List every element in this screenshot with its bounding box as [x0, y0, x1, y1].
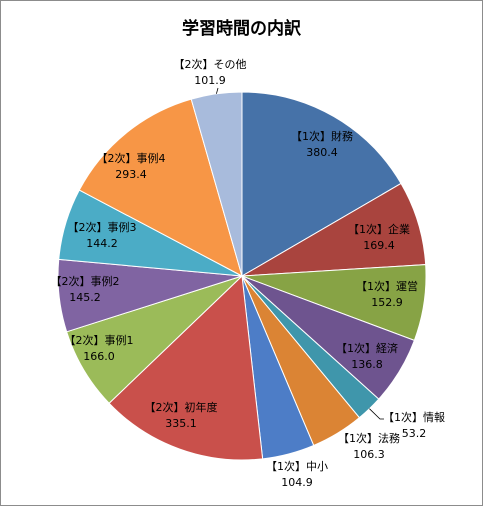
leader-line — [216, 87, 219, 94]
slice-category-label: 【1次】企業 — [348, 222, 410, 236]
slice-value-label: 293.4 — [115, 168, 147, 181]
slice-value-label: 136.8 — [351, 358, 383, 371]
leader-line — [369, 408, 384, 420]
chart-title: 学習時間の内訳 — [182, 19, 301, 39]
slice-value-label: 53.2 — [402, 427, 427, 440]
slice-category-label: 【2次】事例2 — [51, 274, 120, 288]
slice-value-label: 144.2 — [86, 237, 118, 250]
pie-labels: 【1次】財務 380.4 【1次】企業 169.4 【1次】運営 152.9 【1次】経済 1… — [51, 57, 446, 489]
pie-slice — [108, 274, 264, 461]
slice-category-label: 【2次】事例1 — [65, 333, 134, 347]
slice-category-label: 【1次】中小 — [266, 459, 328, 473]
slice-value-label: 106.3 — [353, 448, 385, 461]
slice-value-label: 145.2 — [69, 291, 101, 304]
pie-slice — [190, 91, 243, 277]
slice-value-label: 335.1 — [165, 417, 197, 430]
slice-value-label: 169.4 — [363, 239, 395, 252]
slice-category-label: 【1次】情報 — [383, 410, 445, 424]
slice-value-label: 380.4 — [306, 146, 338, 159]
slice-value-label: 152.9 — [371, 296, 403, 309]
pie-slices — [57, 91, 427, 461]
slice-value-label: 101.9 — [194, 74, 226, 87]
slice-category-label: 【2次】事例4 — [97, 151, 166, 165]
slice-category-label: 【1次】法務 — [338, 431, 400, 445]
slice-category-label: 【1次】運営 — [356, 279, 418, 293]
pie-slice — [78, 98, 243, 277]
slice-value-label: 104.9 — [281, 476, 313, 489]
slice-category-label: 【1次】経済 — [336, 341, 398, 355]
slice-category-label: 【2次】その他 — [174, 57, 247, 71]
slice-category-label: 【2次】初年度 — [145, 400, 218, 414]
slice-category-label: 【1次】財務 — [291, 129, 353, 143]
slice-value-label: 166.0 — [83, 350, 115, 363]
pie-slice — [241, 91, 402, 277]
slice-category-label: 【2次】事例3 — [68, 220, 137, 234]
pie-leader-lines — [216, 87, 384, 420]
